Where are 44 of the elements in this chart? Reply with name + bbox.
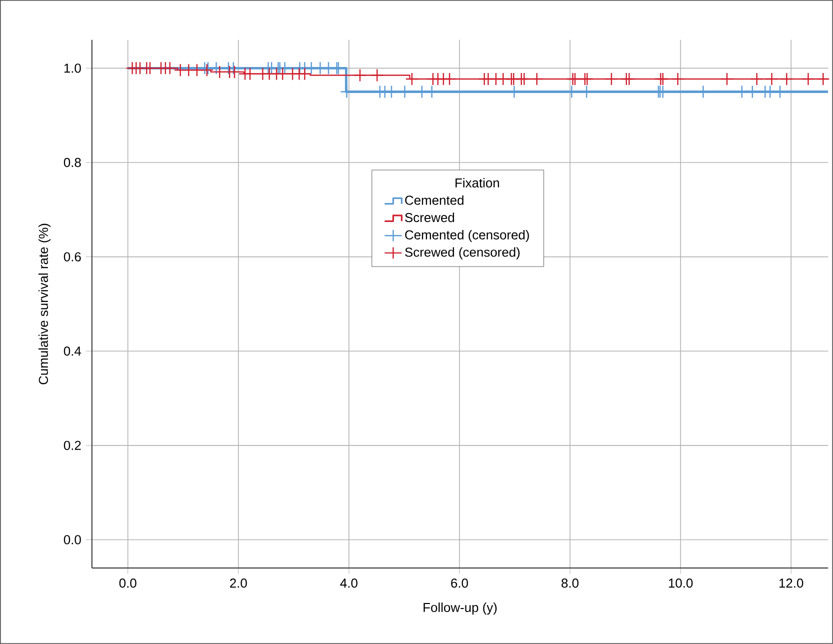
x-tick-label: 0.0 xyxy=(119,578,136,588)
point xyxy=(353,68,367,82)
point xyxy=(580,72,594,86)
x-tick-label: 10.0 xyxy=(668,578,693,588)
point xyxy=(622,72,636,86)
point xyxy=(228,65,242,79)
y-tick-label: 0.2 xyxy=(64,440,81,450)
point xyxy=(276,67,290,80)
legend-label: Screwed (censored) xyxy=(405,247,520,260)
point xyxy=(442,72,456,86)
point xyxy=(405,72,419,86)
point xyxy=(720,72,734,86)
point xyxy=(143,62,157,75)
legend-label: Cemented xyxy=(405,195,464,205)
y-tick-label: 0.4 xyxy=(64,346,82,356)
point xyxy=(298,67,312,80)
point xyxy=(671,72,684,86)
y-tick-label: 0.8 xyxy=(64,158,81,168)
point xyxy=(780,72,794,86)
legend-label: Screwed xyxy=(405,212,454,222)
point xyxy=(518,72,531,86)
point xyxy=(816,72,830,86)
legend-title: Fixation xyxy=(456,178,500,188)
x-axis-title: Follow-up (y) xyxy=(424,602,497,615)
point xyxy=(604,72,618,86)
point xyxy=(802,72,815,86)
y-tick-label: 0.0 xyxy=(64,535,81,544)
y-tick-label: 0.6 xyxy=(64,252,81,262)
x-tick-label: 6.0 xyxy=(451,578,468,588)
x-tick-label: 4.0 xyxy=(340,578,358,588)
x-tick-label: 2.0 xyxy=(230,578,247,588)
point xyxy=(163,62,176,75)
point xyxy=(750,72,764,86)
point xyxy=(213,65,226,79)
point xyxy=(530,72,544,86)
point xyxy=(568,72,582,86)
legend-label: Cemented (censored) xyxy=(405,230,529,242)
point xyxy=(765,72,778,86)
y-axis-title: Cumulative survival rate (%) xyxy=(38,224,51,384)
point xyxy=(190,63,204,77)
y-tick-label: 1.0 xyxy=(64,64,81,73)
x-tick-label: 8.0 xyxy=(562,578,579,588)
point xyxy=(370,68,384,82)
x-tick-label: 12.0 xyxy=(779,578,804,588)
